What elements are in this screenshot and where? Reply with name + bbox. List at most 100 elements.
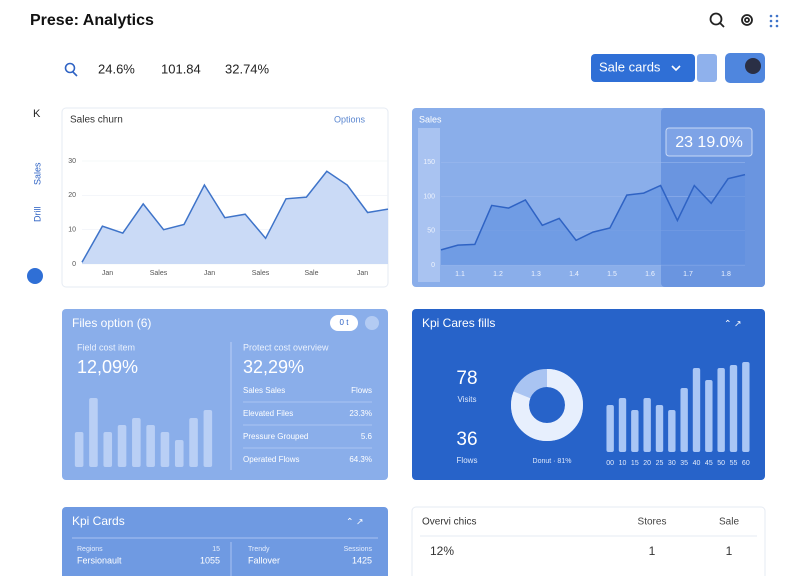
- card-title: Kpi Cares fills: [422, 316, 495, 330]
- card-title: Sales churn: [70, 115, 123, 126]
- y-tick-label: 20: [68, 192, 76, 199]
- bar: [717, 368, 725, 452]
- cell-value: Sessions: [344, 546, 373, 553]
- x-tick-label: 50: [717, 460, 725, 467]
- files-bars: Sales Sales Flows Elevated Files 23.3% Press…: [74, 386, 373, 467]
- card-dropdown[interactable]: Options: [334, 114, 366, 124]
- bar: [643, 398, 651, 452]
- row-value: 5.6: [361, 432, 373, 441]
- x-tick-label: 1.2: [493, 271, 503, 278]
- sidebar-item[interactable]: Drill: [32, 207, 42, 223]
- toggle-icon[interactable]: [365, 316, 379, 330]
- toolbar-search[interactable]: [64, 62, 78, 77]
- bar: [103, 432, 113, 467]
- donut-label: Donut · 81%: [533, 458, 572, 465]
- bar: [692, 368, 701, 452]
- table-cell: 1: [726, 544, 733, 558]
- bar: [631, 410, 639, 452]
- y-tick-label: 100: [423, 193, 435, 200]
- sidebar-item[interactable]: Sales: [32, 162, 42, 185]
- x-tick-label: Sale: [304, 270, 318, 277]
- table-header: Sale: [719, 517, 739, 528]
- y-tick-label: 0: [72, 261, 76, 268]
- bar: [680, 388, 688, 452]
- search-icon[interactable]: [709, 12, 725, 28]
- chevron: [671, 65, 681, 72]
- x-tick-label: 1.5: [607, 271, 617, 278]
- table-cell: 12%: [430, 544, 454, 558]
- table-header: Stores: [638, 517, 667, 528]
- metric-label: Field cost item: [77, 342, 135, 352]
- bar: [146, 425, 155, 467]
- x-tick-label: 30: [668, 460, 676, 467]
- y-tick-label: 50: [427, 228, 435, 235]
- cell-label: Fallover: [248, 555, 280, 565]
- metric-value: 12,09%: [77, 357, 138, 377]
- card-icon[interactable]: ⌃ ↗: [724, 318, 742, 328]
- x-tick-label: 1.1: [455, 271, 465, 278]
- row-label: Sales Sales: [243, 386, 285, 395]
- card-title: Sales: [419, 114, 442, 124]
- cell-label: Regions: [77, 546, 103, 553]
- stat: 24.6%: [98, 61, 135, 76]
- x-tick-label: Sales: [150, 270, 168, 277]
- row-value: 23.3%: [349, 409, 372, 418]
- sidebar-icon[interactable]: [27, 268, 43, 284]
- bar: [189, 418, 198, 467]
- row-value: 64.3%: [349, 455, 372, 464]
- stat: 32.74%: [225, 61, 270, 76]
- x-tick-label: 25: [656, 460, 664, 467]
- bar: [117, 425, 127, 467]
- x-tick-label: 1.6: [645, 271, 655, 278]
- button-label: Sale cards: [599, 59, 661, 74]
- toggle-label: 0 t: [340, 318, 350, 327]
- stat: 101.84: [161, 61, 201, 76]
- cell-value: 15: [212, 546, 220, 553]
- cell-value: 1055: [200, 555, 220, 565]
- row-label: Operated Flows: [243, 455, 299, 464]
- search-button[interactable]: [697, 54, 717, 82]
- cell-label: Fersionault: [77, 555, 122, 565]
- x-tick-label: 45: [705, 460, 713, 467]
- x-tick-label: 20: [643, 460, 651, 467]
- x-tick-label: 1.8: [721, 271, 731, 278]
- table-cell: 1: [649, 544, 656, 558]
- metric-label: Protect cost overview: [243, 342, 329, 352]
- bar: [606, 405, 614, 452]
- x-tick-label: 40: [693, 460, 701, 467]
- menu-icon[interactable]: [769, 14, 779, 28]
- app-title: Prese: Analytics: [30, 12, 154, 29]
- card-icon[interactable]: ⌃ ↗: [346, 516, 364, 526]
- kpi-visuals: 00 10 15 20 25 30 35 40 45 50 55 60: [511, 362, 750, 467]
- x-tick-label: 1.7: [683, 271, 693, 278]
- cell-label: Trendy: [248, 546, 270, 553]
- bar: [160, 432, 170, 467]
- settings-icon[interactable]: [741, 14, 753, 26]
- metric-value: 32,29%: [243, 357, 304, 377]
- y-tick-label: 30: [68, 158, 76, 165]
- x-tick-label: 10: [619, 460, 627, 467]
- bar: [618, 398, 627, 452]
- kpi-value: 36: [456, 429, 477, 450]
- dropdown-button[interactable]: [591, 54, 695, 82]
- line: [440, 173, 746, 251]
- card: [411, 506, 766, 576]
- card: [412, 309, 765, 480]
- y-tick-label: 0: [431, 262, 435, 269]
- sales-chart: 0 10 20 30 Jan Sales Jan Sales Sale Jan: [68, 158, 389, 277]
- x-tick-label: 55: [730, 460, 738, 467]
- bar: [74, 432, 84, 467]
- highlight-box: [665, 127, 753, 157]
- row-value: Flows: [351, 386, 372, 395]
- sidebar-item[interactable]: K: [33, 108, 41, 120]
- area: [441, 174, 745, 265]
- bar: [132, 418, 141, 467]
- card-title: Files option (6): [72, 316, 151, 330]
- toggle[interactable]: [330, 315, 358, 331]
- card: [62, 507, 388, 576]
- row-label: Pressure Grouped: [243, 432, 308, 441]
- x-tick-label: Jan: [357, 270, 368, 277]
- kpi-value: 78: [456, 368, 477, 389]
- bar: [742, 362, 750, 452]
